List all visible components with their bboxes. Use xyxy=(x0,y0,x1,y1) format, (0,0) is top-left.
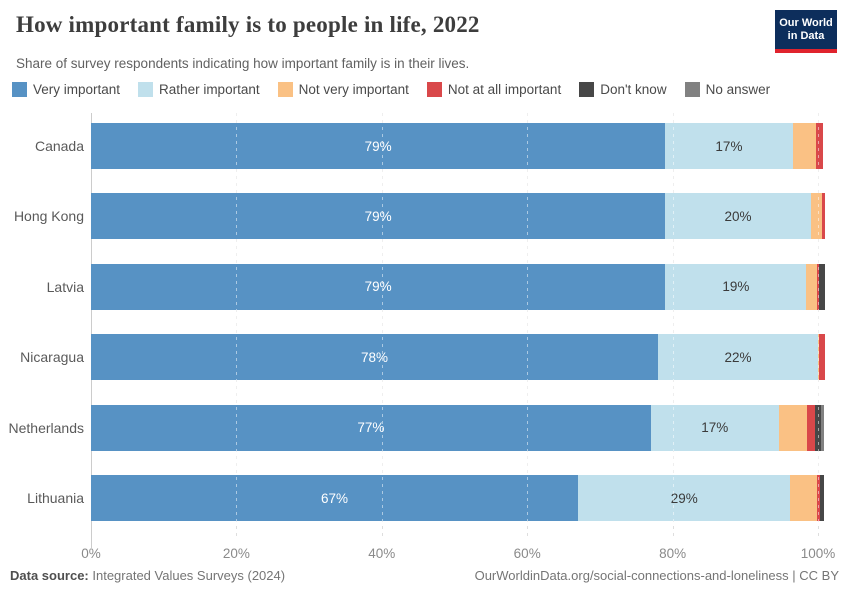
legend-item-no-answer: No answer xyxy=(684,82,771,97)
owid-logo-line1: Our World xyxy=(779,17,833,29)
bar-value-label: 77% xyxy=(357,420,385,436)
bar-segment-not-at-all-important xyxy=(819,334,826,381)
chart-subtitle: Share of survey respondents indicating h… xyxy=(16,56,470,71)
bar-segment-very-important: 79% xyxy=(91,193,666,240)
bar-segment-not-at-all-important xyxy=(815,123,824,169)
legend-swatch-not-very-important xyxy=(277,82,293,97)
x-tick-label: 20% xyxy=(222,546,250,561)
data-source: Data source: Integrated Values Surveys (… xyxy=(10,568,285,583)
bar-value-label: 17% xyxy=(701,420,729,436)
bar-segment-not-very-important xyxy=(792,123,816,169)
bar-row-nicaragua: 78% 22% xyxy=(91,334,826,381)
bar-segment-rather-important: 20% xyxy=(665,193,811,240)
legend-item-don-t-know: Don't know xyxy=(579,82,667,97)
data-source-label: Data source: xyxy=(10,568,89,583)
bar-value-label: 22% xyxy=(724,349,752,365)
bar-segment-don-t-know xyxy=(818,263,826,310)
gridline-overlay xyxy=(236,113,238,523)
x-tick-label: 60% xyxy=(513,546,541,561)
bar-segment-very-important: 79% xyxy=(91,263,666,310)
category-label: Hong Kong xyxy=(13,208,84,225)
gridline-overlay xyxy=(381,113,383,523)
category-label: Nicaragua xyxy=(20,349,84,366)
bar-segment-rather-important: 17% xyxy=(650,404,779,451)
gridline-overlay xyxy=(818,113,819,523)
bar-segment-not-very-important xyxy=(810,193,823,240)
legend-item-not-very-important: Not very important xyxy=(277,82,409,97)
x-tick-label: 40% xyxy=(368,546,396,561)
owid-logo-stripe xyxy=(775,49,837,53)
bar-segment-not-at-all-important xyxy=(822,193,825,240)
x-tick-label: 80% xyxy=(659,546,687,561)
legend-label: Very important xyxy=(33,82,121,97)
bar-row-hong-kong: 79% 20% xyxy=(91,193,825,240)
bar-row-netherlands: 77% 17% xyxy=(91,404,824,451)
plot-area: 79% 17% 79% 20% 79% 19% 78% 22% 77% 17% 67% 29% xyxy=(91,113,826,550)
legend-swatch-very-important xyxy=(12,82,27,97)
bar-value-label: 79% xyxy=(364,208,392,224)
legend-item-rather-important: Rather important xyxy=(138,82,260,97)
bar-segment-don-t-know xyxy=(819,475,824,521)
bar-segment-not-very-important xyxy=(790,475,817,521)
bar-segment-not-very-important xyxy=(778,404,808,451)
category-label: Lithuania xyxy=(27,490,84,506)
bar-value-label: 79% xyxy=(364,279,392,295)
owid-logo[interactable]: Our World in Data xyxy=(775,10,837,53)
legend-item-very-important: Very important xyxy=(12,82,120,97)
legend-item-not-at-all-important: Not at all important xyxy=(426,82,562,97)
gridline-overlay xyxy=(672,113,674,523)
bar-segment-very-important: 78% xyxy=(91,334,659,381)
y-axis-line xyxy=(91,113,92,550)
bar-value-label: 67% xyxy=(321,490,349,506)
bar-value-label: 78% xyxy=(361,349,389,365)
x-tick-label: 100% xyxy=(800,546,836,561)
category-label: Latvia xyxy=(46,278,84,295)
bar-segment-rather-important: 29% xyxy=(578,475,791,521)
legend: Very important Rather important Not very i… xyxy=(12,82,770,97)
page-title: How important family is to people in lif… xyxy=(16,12,480,37)
x-tick-label: 0% xyxy=(81,546,101,561)
legend-label: Not at all important xyxy=(447,82,562,97)
bar-segment-not-at-all-important xyxy=(807,404,816,451)
bar-segment-rather-important: 22% xyxy=(658,334,818,381)
footer-link[interactable]: OurWorldinData.org/social-connections-an… xyxy=(474,568,839,583)
bar-segment-not-at-all-important xyxy=(816,263,819,310)
bar-value-label: 17% xyxy=(715,138,743,154)
bar-value-label: 19% xyxy=(722,279,750,295)
bar-row-latvia: 79% 19% xyxy=(91,263,826,310)
gridline-overlay xyxy=(527,113,529,523)
legend-swatch-rather-important xyxy=(138,82,154,97)
legend-swatch-no-answer xyxy=(684,82,700,97)
legend-swatch-not-at-all-important xyxy=(426,82,442,97)
bar-value-label: 79% xyxy=(364,138,392,154)
legend-label: No answer xyxy=(705,82,771,97)
category-label: Canada xyxy=(34,138,84,154)
bar-row-lithuania: 67% 29% xyxy=(91,475,824,521)
bar-segment-very-important: 67% xyxy=(91,475,579,521)
owid-logo-line2: in Data xyxy=(787,30,825,42)
bar-row-canada: 79% 17% xyxy=(91,123,824,169)
bar-segment-not-very-important xyxy=(806,263,817,310)
legend-label: Don't know xyxy=(600,82,667,97)
legend-swatch-don-t-know xyxy=(579,82,595,97)
bar-segment-no-answer xyxy=(821,404,824,451)
bar-segment-rather-important: 19% xyxy=(665,263,807,310)
data-source-value: Integrated Values Surveys (2024) xyxy=(88,568,286,583)
category-label: Netherlands xyxy=(8,419,85,436)
bar-value-label: 20% xyxy=(724,208,752,224)
bar-segment-very-important: 77% xyxy=(91,404,651,451)
chart-footer: Data source: Integrated Values Surveys (… xyxy=(10,568,839,583)
bar-value-label: 29% xyxy=(670,490,698,506)
legend-label: Rather important xyxy=(159,82,260,97)
bar-segment-rather-important: 17% xyxy=(665,123,793,169)
legend-label: Not very important xyxy=(298,82,409,97)
bar-segment-very-important: 79% xyxy=(91,123,666,169)
